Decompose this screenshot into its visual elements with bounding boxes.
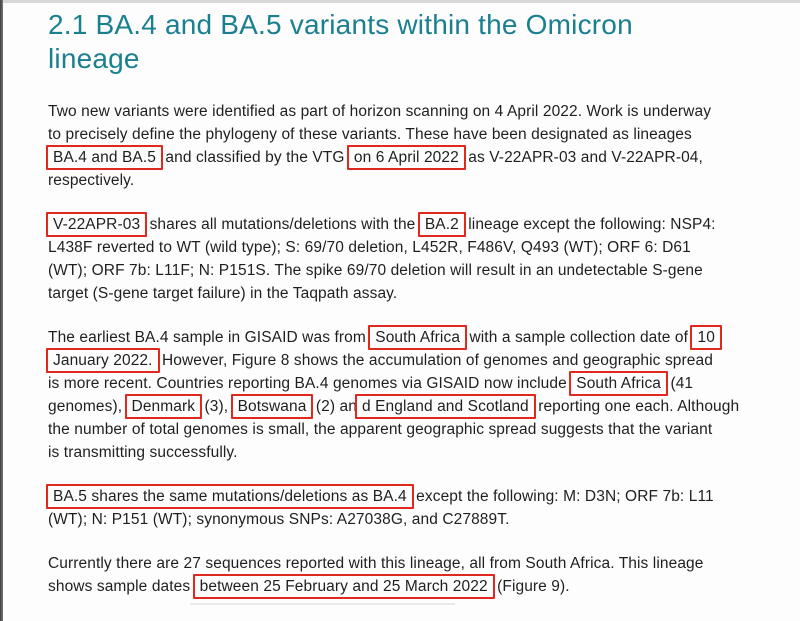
text-run: Two new variants were identified as part… xyxy=(48,103,712,120)
annotation-box: Botswana xyxy=(230,394,314,419)
body-paragraph: BA.5 shares the same mutations/deletions… xyxy=(46,484,772,531)
text-run: is transmitting successfully. xyxy=(48,444,238,461)
annotation-box: BA.2 xyxy=(417,212,466,237)
text-run: as V-22APR-03 and V-22APR-04, xyxy=(463,149,703,166)
text-run: and classified by the VTG xyxy=(160,149,349,166)
page-top-edge xyxy=(0,0,800,3)
text-run: target (S-gene target failure) in the Ta… xyxy=(48,285,398,302)
text-run: (WT); N: P151 (WT); synonymous SNPs: A27… xyxy=(48,511,510,528)
text-run: lineage except the following: NSP4: xyxy=(463,216,716,233)
text-run: the number of total genomes is small, th… xyxy=(48,421,713,438)
annotation-box: between 25 February and 25 March 2022 xyxy=(192,574,495,599)
body-paragraph: Two new variants were identified as part… xyxy=(46,100,772,192)
annotation-box: V-22APR-03 xyxy=(46,212,148,237)
annotation-box: South Africa xyxy=(569,371,669,396)
text-run: The earliest BA.4 sample in GISAID was f… xyxy=(48,329,371,346)
text-run: respectively. xyxy=(48,172,135,189)
body-paragraph: V-22APR-03 shares all mutations/deletion… xyxy=(46,212,772,305)
text-run: lineage xyxy=(48,43,140,74)
text-run: is more recent. Countries reporting BA.4… xyxy=(48,375,572,392)
text-run: with a sample collection date of xyxy=(465,329,693,346)
text-run: L438F reverted to WT (wild type); S: 69/… xyxy=(48,239,691,256)
document-content: 2.1 BA.4 and BA.5 variants within the Om… xyxy=(46,8,772,619)
text-run: Currently there are 27 sequences reporte… xyxy=(48,555,704,572)
text-run: (3), xyxy=(200,398,233,415)
annotation-box: January 2022. xyxy=(46,348,160,373)
annotation-box: 10 xyxy=(690,325,722,350)
text-run: (WT); ORF 7b: L11F; N: P151S. The spike … xyxy=(48,262,703,279)
page-left-edge xyxy=(0,0,3,621)
body-paragraph: The earliest BA.4 sample in GISAID was f… xyxy=(46,325,772,464)
text-run: (41 xyxy=(666,375,694,392)
annotation-box: BA.4 and BA.5 xyxy=(46,145,163,170)
text-run: to precisely define the phylogeny of the… xyxy=(48,126,692,143)
annotation-box: d England and Scotland xyxy=(354,394,536,419)
text-run: reporting one each. Although xyxy=(533,398,740,415)
text-run: genomes), xyxy=(48,398,127,415)
annotation-box: South Africa xyxy=(368,325,468,350)
annotation-box: Denmark xyxy=(124,394,203,419)
annotation-box: on 6 April 2022 xyxy=(346,145,466,170)
text-run: except the following: M: D3N; ORF 7b: L1… xyxy=(411,488,714,505)
text-run: 2.1 BA.4 and BA.5 variants within the Om… xyxy=(48,9,633,40)
scan-artifact xyxy=(190,603,455,605)
section-heading: 2.1 BA.4 and BA.5 variants within the Om… xyxy=(48,8,772,76)
text-run: (Figure 9). xyxy=(492,578,570,595)
body-paragraph: Currently there are 27 sequences reporte… xyxy=(48,552,772,599)
annotation-box: BA.5 shares the same mutations/deletions… xyxy=(46,484,414,509)
text-run: (2) an xyxy=(311,398,357,415)
text-run: shares all mutations/deletions with the xyxy=(145,216,420,233)
text-run: However, Figure 8 shows the accumulation… xyxy=(157,352,713,369)
text-run: shows sample dates xyxy=(48,578,195,595)
